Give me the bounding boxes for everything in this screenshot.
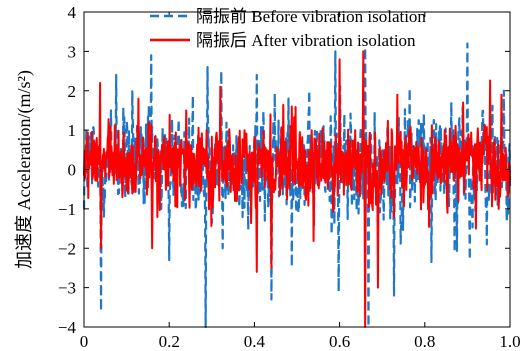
y-tick-label: 1 — [68, 121, 77, 140]
x-tick-label: 1.0 — [499, 332, 520, 351]
series-layer — [82, 42, 512, 329]
x-tick-label: 0.4 — [244, 332, 266, 351]
legend-label-after: 隔振后 After vibration isolation — [196, 31, 416, 50]
series-line-after — [83, 50, 511, 328]
y-tick-label: 4 — [68, 3, 77, 22]
legend: 隔振前 Before vibration isolation 隔振后 After… — [150, 7, 426, 50]
y-tick-label: 2 — [68, 82, 77, 101]
ticks-layer: 0 0.2 0.4 0.6 0.8 1.0 4 3 2 1 0 −1 −2 −3 −4 — [58, 3, 521, 351]
x-tick-label: 0.8 — [414, 332, 435, 351]
y-tick-label: −2 — [58, 239, 76, 258]
x-tick-label: 0.2 — [159, 332, 180, 351]
y-tick-label: −3 — [58, 279, 76, 298]
x-tick-label: 0 — [80, 332, 89, 351]
y-tick-label: −4 — [58, 318, 77, 337]
x-tick-label: 0.6 — [329, 332, 350, 351]
y-tick-label: 0 — [68, 161, 77, 180]
legend-label-before: 隔振前 Before vibration isolation — [196, 7, 426, 26]
y-tick-label: −1 — [58, 200, 76, 219]
y-tick-label: 3 — [68, 42, 77, 61]
y-axis-title: 加速度 Acceleration/(m/s²) — [14, 70, 35, 269]
